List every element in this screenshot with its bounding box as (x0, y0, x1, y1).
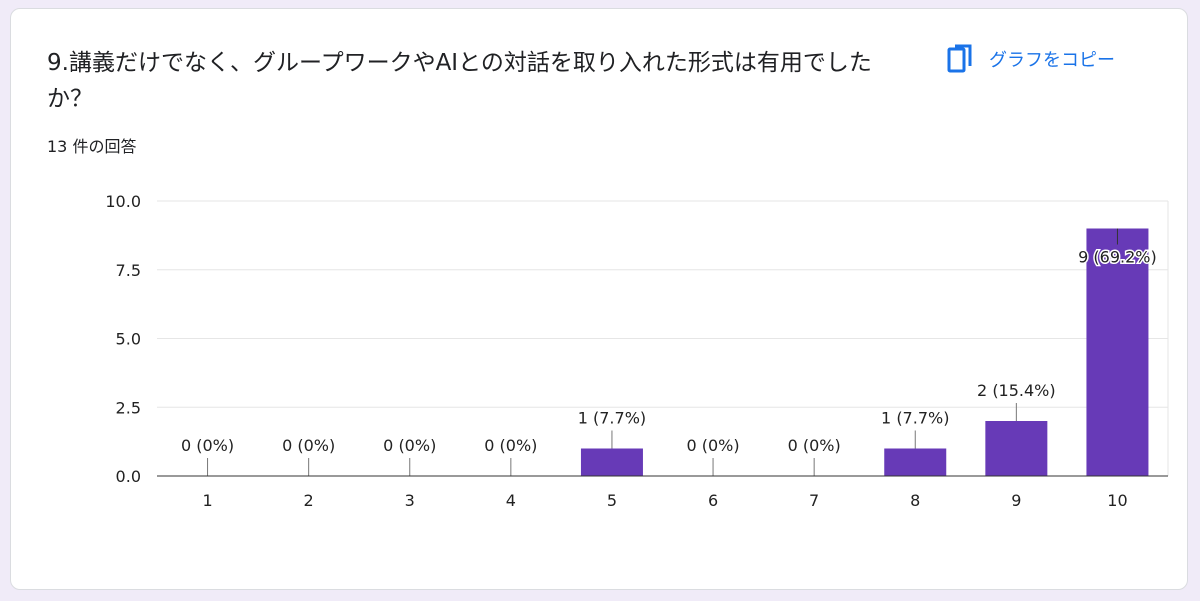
bar (580, 448, 643, 476)
y-tick-label: 5.0 (116, 330, 141, 349)
x-tick-label: 8 (910, 491, 920, 510)
x-tick-label: 7 (809, 491, 819, 510)
x-tick-label: 1 (202, 491, 212, 510)
x-tick-label: 6 (708, 491, 718, 510)
data-label: 0 (0%) (484, 436, 537, 455)
data-label: 1 (7.7%) (578, 409, 646, 428)
x-tick-label: 2 (304, 491, 314, 510)
data-label: 0 (0%) (383, 436, 436, 455)
x-tick-label: 9 (1011, 491, 1021, 510)
question-card: 9.講義だけでなく、グループワークやAIとの対話を取り入れた形式は有用でしたか？… (10, 8, 1188, 590)
y-tick-label: 0.0 (116, 467, 141, 486)
x-tick-label: 4 (506, 491, 516, 510)
data-label: 9 (69.2%) (1078, 248, 1157, 267)
y-tick-label: 7.5 (116, 261, 141, 280)
data-label: 0 (0%) (686, 436, 739, 455)
bar (884, 448, 947, 476)
bar (1086, 228, 1149, 476)
data-label: 1 (7.7%) (881, 409, 949, 428)
y-tick-label: 10.0 (105, 192, 141, 211)
bar (985, 421, 1048, 476)
data-label: 0 (0%) (181, 436, 234, 455)
x-tick-label: 10 (1107, 491, 1127, 510)
data-label: 0 (0%) (788, 436, 841, 455)
data-label: 0 (0%) (282, 436, 335, 455)
x-tick-label: 3 (405, 491, 415, 510)
copy-chart-label: グラフをコピー (989, 50, 1115, 71)
x-tick-label: 5 (607, 491, 617, 510)
data-label: 2 (15.4%) (977, 381, 1056, 400)
copy-icon (947, 44, 973, 74)
question-title: 9.講義だけでなく、グループワークやAIとの対話を取り入れた形式は有用でしたか？ (47, 50, 872, 112)
copy-chart-button[interactable]: グラフをコピー (947, 39, 1115, 79)
response-count: 13 件の回答 (47, 137, 137, 156)
y-tick-label: 2.5 (116, 398, 141, 417)
